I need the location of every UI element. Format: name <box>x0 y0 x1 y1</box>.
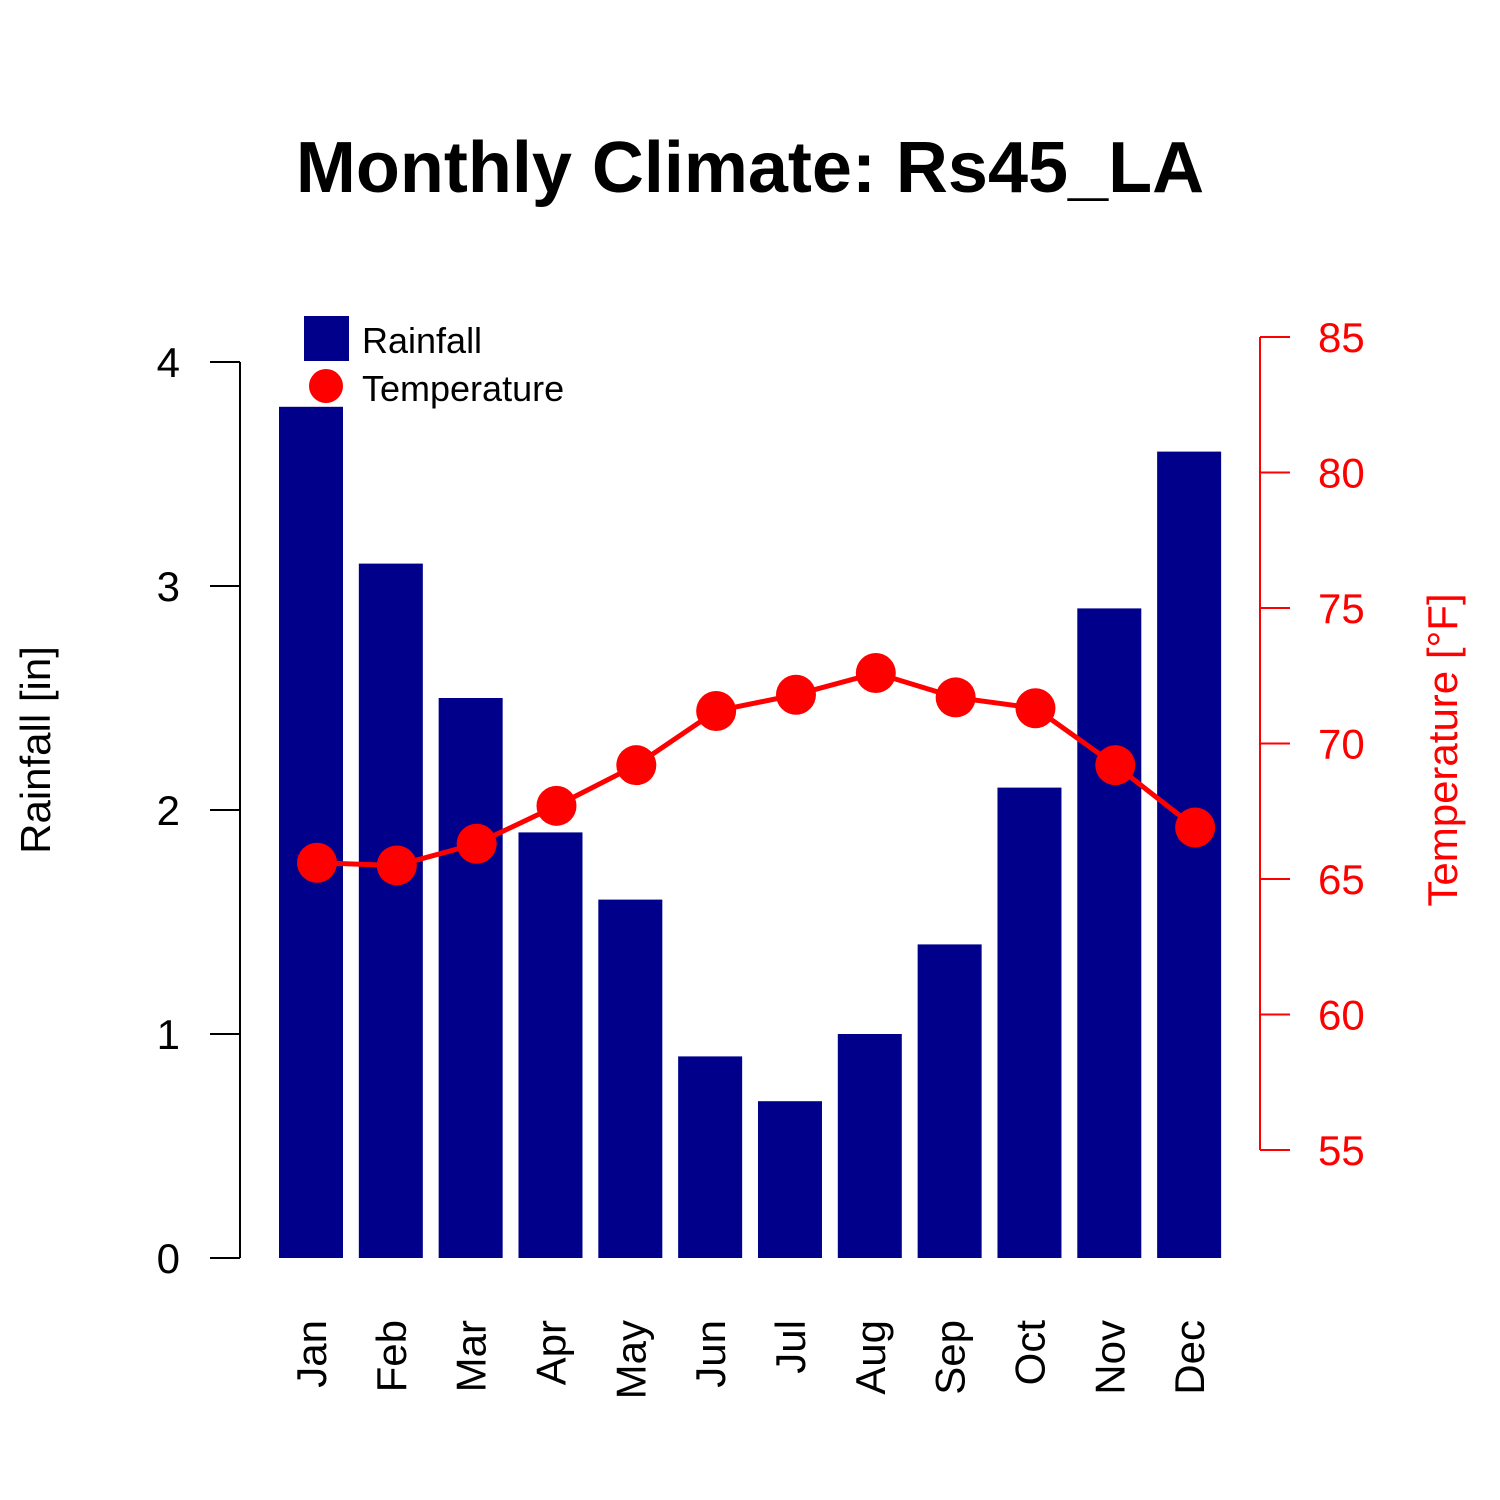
x-tick-label: Feb <box>368 1320 415 1392</box>
temperature-point <box>855 653 896 694</box>
right-tick-label: 85 <box>1318 314 1365 361</box>
temperature-point <box>536 785 577 826</box>
x-tick-label: Jul <box>767 1320 814 1374</box>
x-tick-label: Nov <box>1086 1320 1133 1395</box>
temperature-point <box>1175 807 1216 848</box>
temperature-point <box>935 677 976 718</box>
left-tick-label: 3 <box>157 563 180 610</box>
x-tick-label: Aug <box>847 1320 894 1395</box>
right-axis-title: Temperature [°F] <box>1419 593 1466 906</box>
x-tick-label: Sep <box>927 1320 974 1395</box>
right-tick-label: 60 <box>1318 992 1365 1039</box>
rainfall-bar <box>598 899 663 1258</box>
temperature-point <box>456 823 497 864</box>
rainfall-bar <box>1077 608 1142 1258</box>
rainfall-bar <box>997 787 1062 1258</box>
temperature-point <box>1095 745 1136 786</box>
rainfall-bar <box>438 698 503 1258</box>
x-tick-label: Dec <box>1166 1320 1213 1395</box>
x-tick-label: May <box>607 1320 654 1399</box>
right-tick-label: 80 <box>1318 450 1365 497</box>
rainfall-bar <box>757 1101 822 1258</box>
chart-title: Monthly Climate: Rs45_LA <box>296 128 1204 208</box>
temperature-point <box>376 845 417 886</box>
legend-swatch-temperature <box>309 369 343 403</box>
right-tick-label: 75 <box>1318 585 1365 632</box>
plot-area: 0 1 2 3 4 Rainfall [in] 55 60 65 70 75 80 85 Temperat… <box>12 314 1466 1399</box>
legend-swatch-rainfall <box>304 316 349 361</box>
left-tick-label: 0 <box>157 1235 180 1282</box>
right-tick-label: 55 <box>1318 1127 1365 1174</box>
rainfall-bar <box>837 1034 902 1258</box>
temperature-point <box>1015 688 1056 729</box>
temperature-point <box>775 674 816 715</box>
rainfall-bar <box>358 563 423 1258</box>
x-tick-label: Jun <box>687 1320 734 1388</box>
legend-label-temperature: Temperature <box>362 368 564 409</box>
left-tick-label: 4 <box>157 339 180 386</box>
right-tick-label: 65 <box>1318 856 1365 903</box>
left-axis-title: Rainfall [in] <box>12 646 59 854</box>
right-tick-label: 70 <box>1318 721 1365 768</box>
x-tick-label: Mar <box>448 1320 495 1392</box>
rainfall-bar <box>279 406 343 1258</box>
x-tick-label: Oct <box>1006 1320 1053 1386</box>
x-tick-label: Jan <box>288 1320 335 1388</box>
x-tick-label: Apr <box>527 1320 574 1385</box>
legend-label-rainfall: Rainfall <box>362 320 482 361</box>
rainfall-bar <box>678 1056 743 1258</box>
legend: Rainfall Temperature <box>304 316 564 409</box>
left-tick-label: 2 <box>157 787 180 834</box>
left-tick-label: 1 <box>157 1011 180 1058</box>
temperature-point <box>616 745 657 786</box>
rainfall-bar <box>917 944 982 1258</box>
temperature-point <box>297 842 337 883</box>
rainfall-bar <box>1157 451 1222 1259</box>
temperature-point <box>696 690 737 731</box>
rainfall-bar <box>518 832 583 1258</box>
